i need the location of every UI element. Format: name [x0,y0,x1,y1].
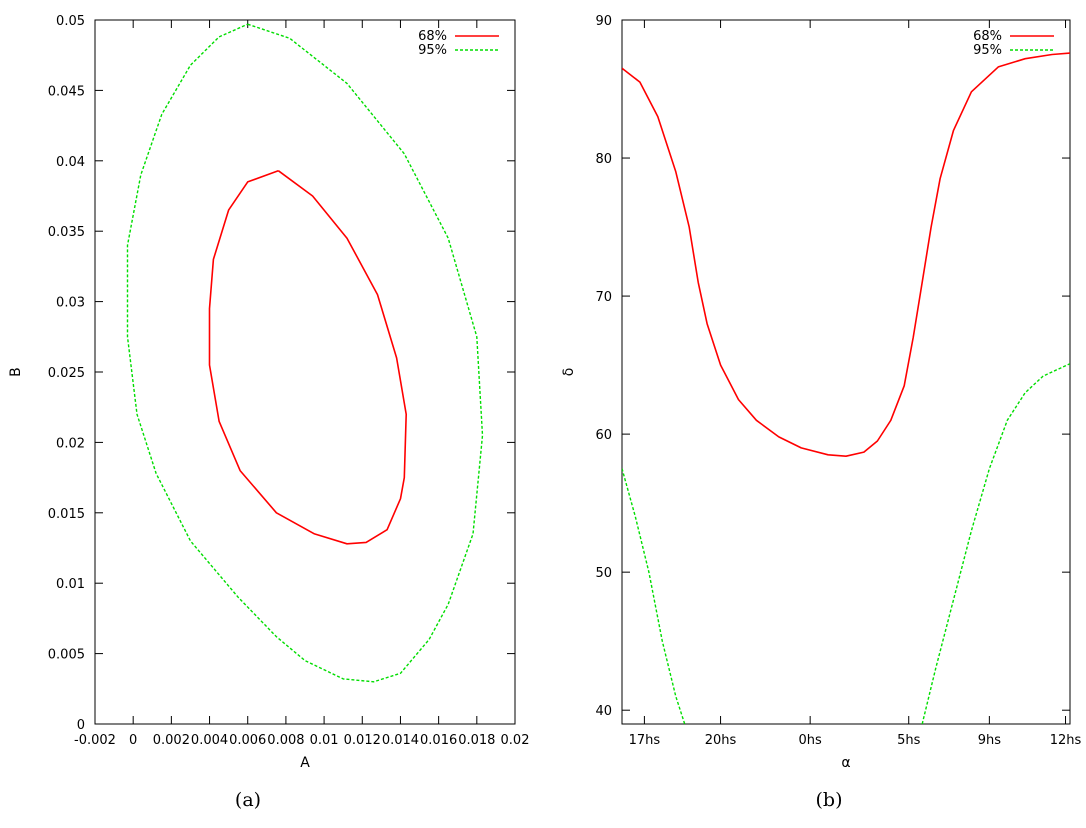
x-tick-label-a: 0.004 [191,733,228,748]
y-tick-label-b: 40 [595,704,612,719]
x-tick-label-a: 0.02 [501,733,530,748]
x-axis-label-b: α [841,755,850,771]
y-tick-label-a: 0.035 [48,225,85,240]
y-axis-label-a: B [8,367,24,377]
y-tick-label-a: 0.045 [48,84,85,99]
legend-label-a: 95% [418,43,447,58]
series-line-b-0 [622,52,1070,458]
x-tick-label-b: 20hs [705,733,737,748]
x-tick-label-b: 17hs [629,733,661,748]
caption-a: (a) [235,789,261,811]
y-tick-label-b: 60 [595,428,612,443]
y-tick-label-b: 50 [595,566,612,581]
panel-a: -0.002 0 0.002 0.004 0.006 0.008 0.01 0.012 0.01… [8,14,529,811]
x-tick-label-b: 9hs [978,733,1002,748]
caption-b: (b) [816,789,843,811]
y-tick-label-a: 0 [77,718,85,733]
b-ticks: 17hs 20hs 0hs 5hs 9hs 12hs 40 50 60 70 80 90 [595,14,1081,748]
x-tick-label-a: 0.016 [420,733,457,748]
x-tick-label-a: 0.006 [229,733,266,748]
x-tick-label-a: 0 [129,733,137,748]
x-axis-label-a: A [300,755,310,771]
x-tick-label-a: -0.002 [74,733,116,748]
y-tick-label-a: 0.015 [48,507,85,522]
y-tick-label-a: 0.02 [56,436,85,451]
y-tick-label-b: 90 [595,14,612,29]
x-tick-label-a: 0.018 [458,733,495,748]
y-tick-label-a: 0.01 [56,577,85,592]
legend-label-a: 68% [418,29,447,44]
y-tick-label-a: 0.03 [56,296,85,311]
legend-a: 68%95% [418,29,499,58]
y-tick-label-a: 0.05 [56,14,85,29]
y-tick-label-b: 70 [595,290,612,305]
y-tick-label-b: 80 [595,152,612,167]
legend-label-b: 68% [973,29,1002,44]
series-line-b-2 [921,363,1070,724]
series-line-a-1 [126,23,484,683]
x-tick-label-a: 0.01 [310,733,339,748]
y-axis-label-b: δ [561,368,577,377]
x-tick-label-b: 12hs [1050,733,1082,748]
x-tick-label-b: 5hs [897,733,921,748]
x-tick-label-a: 0.012 [344,733,381,748]
y-tick-label-a: 0.025 [48,366,85,381]
x-tick-label-a: 0.002 [153,733,190,748]
a-ticks: -0.002 0 0.002 0.004 0.006 0.008 0.01 0.012 0.01… [48,14,530,748]
a-series [126,23,484,683]
series-line-a-0 [208,169,408,545]
legend-label-b: 95% [973,43,1002,58]
series-line-b-1 [622,468,686,724]
x-tick-label-b: 0hs [799,733,823,748]
x-tick-label-a: 0.014 [382,733,419,748]
b-series [622,52,1070,724]
x-tick-label-a: 0.008 [267,733,304,748]
plot-frame-b [621,19,1071,725]
panel-b: 17hs 20hs 0hs 5hs 9hs 12hs 40 50 60 70 80 90 68%95%… [561,14,1082,811]
y-tick-label-a: 0.005 [48,648,85,663]
legend-b: 68%95% [973,29,1054,58]
y-tick-label-a: 0.04 [56,155,85,170]
